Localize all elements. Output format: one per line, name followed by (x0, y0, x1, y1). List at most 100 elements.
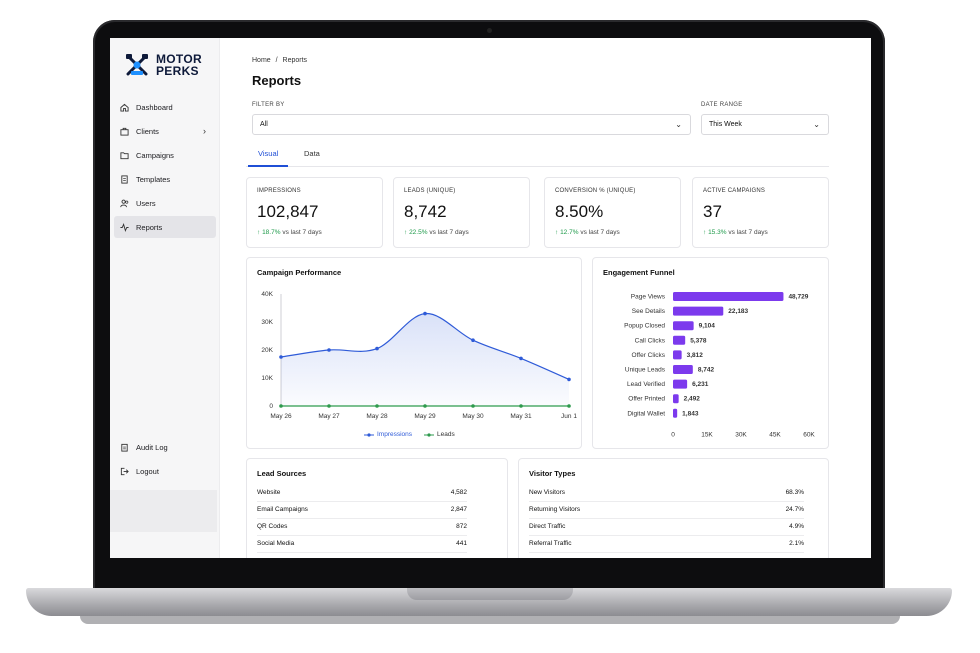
table-row[interactable]: Email Campaigns 2,847 (257, 502, 467, 519)
funnel-bar (673, 408, 678, 418)
card-title: Engagement Funnel (603, 268, 675, 277)
table-row[interactable]: Website 4,582 (257, 485, 467, 502)
arrow-up-icon: ↑ (257, 229, 261, 236)
impressions-point (471, 338, 475, 342)
campaign-line-chart[interactable]: 40K 30K 20K 10K 0 May 26 May 27 May 28 May 29 May… (247, 284, 581, 444)
chevron-down-icon: ⌄ (813, 120, 820, 129)
table-row[interactable]: Direct Traffic 4.9% (529, 519, 804, 536)
card-title: Campaign Performance (257, 268, 342, 277)
laptop-notch (407, 588, 573, 600)
table-row[interactable]: New Visitors 68.3% (529, 485, 804, 502)
kpi-value: 102,847 (257, 202, 319, 221)
impressions-point (423, 311, 427, 316)
date-range-select[interactable]: This Week ⌄ (701, 114, 829, 135)
kpi-delta: ↑ 22.5% vs last 7 days (404, 229, 469, 236)
leads-point (471, 404, 475, 408)
home-icon (120, 103, 129, 112)
breadcrumb-separator: / (275, 57, 278, 64)
breadcrumb: Home / Reports (252, 57, 307, 64)
funnel-bar (673, 379, 688, 389)
row-name: Direct Traffic (529, 523, 566, 530)
filter-select[interactable]: All ⌄ (252, 114, 691, 135)
legend-label: Leads (437, 431, 455, 438)
sidebar-item-audit-log[interactable]: Audit Log (114, 436, 216, 458)
brand-logo[interactable]: MOTOR PERKS (124, 52, 202, 78)
engagement-funnel-chart[interactable]: Page Views 48,729 See Details 22,183 Popup C… (593, 284, 828, 449)
row-name: QR Codes (257, 523, 288, 530)
sidebar-item-logout[interactable]: Logout (114, 460, 216, 482)
kpi-delta-suffix: vs last 7 days (282, 229, 322, 236)
tab-data[interactable]: Data (304, 149, 320, 158)
row-value: 4.9% (789, 523, 804, 530)
brand-line2: PERKS (156, 64, 199, 78)
row-value: 2,847 (450, 506, 467, 513)
row-name: Referral Traffic (529, 540, 572, 547)
sidebar-item-users[interactable]: Users (114, 192, 216, 214)
sidebar-item-label: Dashboard (136, 102, 173, 112)
sidebar-item-campaigns[interactable]: Campaigns (114, 144, 216, 166)
bar-category-label: Offer Clicks (632, 352, 666, 359)
breadcrumb-home[interactable]: Home (252, 57, 271, 64)
funnel-bar (673, 306, 724, 316)
y-tick-label: 40K (261, 291, 273, 298)
kpi-value: 37 (703, 202, 722, 221)
laptop-shadow (80, 616, 900, 624)
sidebar-item-clients[interactable]: Clients › (114, 120, 216, 142)
legend-item-leads[interactable]: Leads (424, 431, 455, 438)
bar-category-label: Lead Verified (627, 381, 665, 388)
kpi-delta-value: 12.7% (560, 229, 579, 236)
impressions-point (375, 346, 379, 351)
table-row[interactable]: QR Codes 872 (257, 519, 467, 536)
kpi-card-leads: LEADS (UNIQUE) 8,742 ↑ 22.5% vs last 7 d… (393, 177, 530, 248)
clipboard-icon (120, 443, 129, 452)
tab-visual[interactable]: Visual (248, 149, 289, 167)
table-row[interactable]: Returning Visitors 24.7% (529, 502, 804, 519)
impressions-point (519, 356, 523, 361)
row-name: New Visitors (529, 489, 566, 496)
row-value: 68.3% (785, 489, 804, 496)
sidebar-item-reports[interactable]: Reports (114, 216, 216, 238)
users-icon (120, 199, 129, 208)
pistons-logo-icon (124, 52, 150, 78)
card-title: Visitor Types (529, 469, 576, 478)
kpi-delta-suffix: vs last 7 days (580, 229, 620, 236)
kpi-delta-suffix: vs last 7 days (728, 229, 768, 236)
leads-point (567, 404, 571, 408)
row-value: 4,582 (450, 489, 467, 496)
kpi-delta-value: 22.5% (409, 229, 428, 236)
x-tick-label: 0 (671, 431, 675, 438)
kpi-card-conversion: CONVERSION % (UNIQUE) 8.50% ↑ 12.7% vs l… (544, 177, 681, 248)
leads-point (519, 404, 523, 408)
sidebar-item-label: Logout (136, 466, 159, 476)
x-tick-label: Jun 1 (561, 413, 577, 420)
table-row[interactable]: Social Media 441 (257, 536, 467, 553)
sidebar-nav: Dashboard Clients › Campaigns Templates (110, 96, 220, 240)
bar-value-label: 1,843 (682, 410, 699, 417)
y-tick-label: 30K (261, 319, 273, 326)
legend-item-impressions[interactable]: Impressions (364, 431, 412, 438)
screen: MOTOR PERKS Dashboard Clients › Campaign… (110, 38, 871, 558)
kpi-delta-suffix: vs last 7 days (429, 229, 469, 236)
camera-icon (487, 28, 492, 33)
x-tick-label: May 29 (414, 413, 436, 420)
sidebar-item-templates[interactable]: Templates (114, 168, 216, 190)
row-value: 441 (456, 540, 467, 547)
kpi-card-impressions: IMPRESSIONS 102,847 ↑ 18.7% vs last 7 da… (246, 177, 383, 248)
funnel-bar (673, 350, 682, 360)
x-tick-label: 60K (803, 431, 815, 438)
y-tick-label: 20K (261, 347, 273, 354)
bar-category-label: Page Views (631, 294, 666, 301)
bar-value-label: 8,742 (698, 367, 715, 374)
brand-line1: MOTOR (156, 52, 202, 66)
kpi-value: 8,742 (404, 202, 447, 221)
chevron-right-icon[interactable]: › (203, 126, 206, 136)
table-row[interactable]: Referral Traffic 2.1% (529, 536, 804, 553)
sidebar-user-card[interactable] (110, 490, 217, 532)
kpi-delta: ↑ 18.7% vs last 7 days (257, 229, 322, 236)
bar-value-label: 2,492 (684, 396, 701, 403)
sidebar-item-dashboard[interactable]: Dashboard (114, 96, 216, 118)
sidebar-item-label: Audit Log (136, 442, 168, 452)
x-tick-label: May 28 (366, 413, 388, 420)
bar-category-label: Call Clicks (635, 337, 666, 344)
impressions-point (567, 377, 571, 382)
